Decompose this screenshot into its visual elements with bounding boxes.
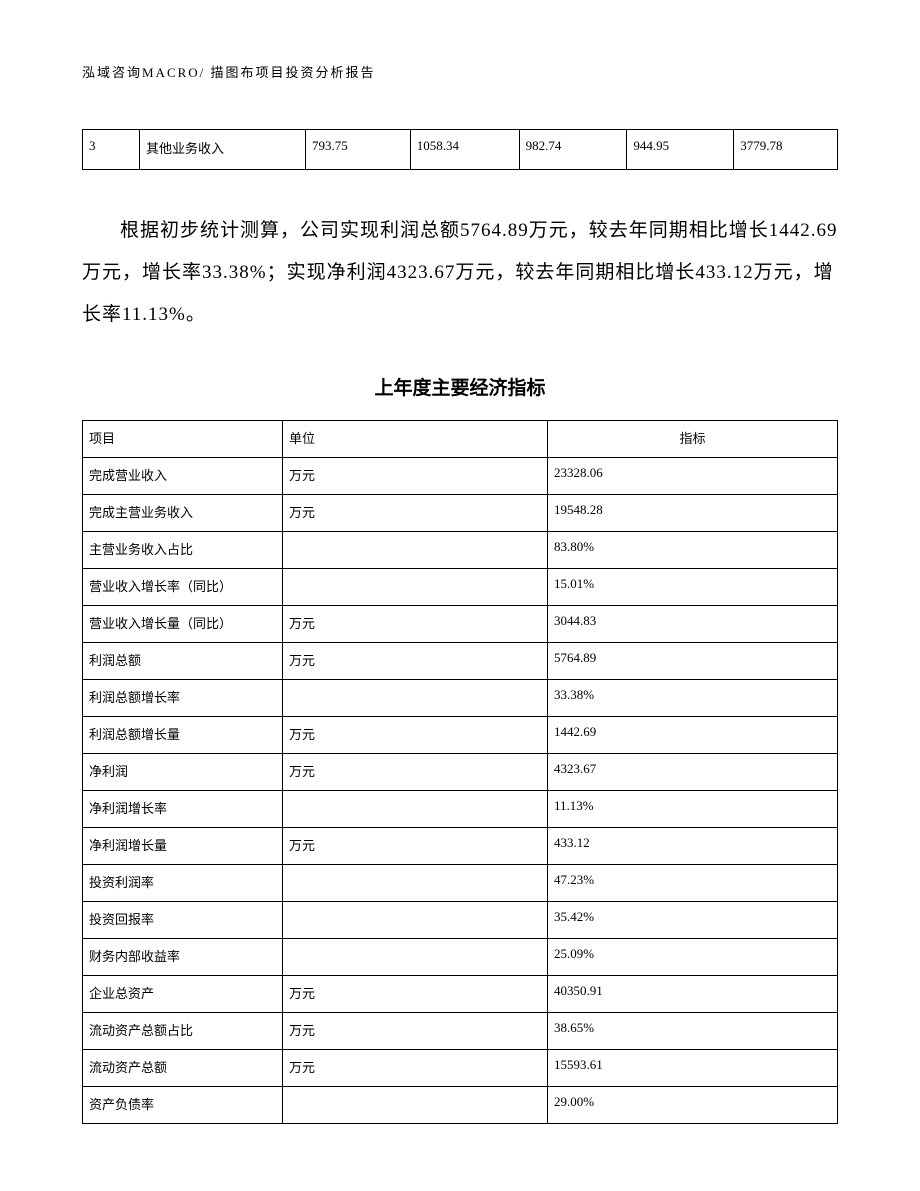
- table-row: 投资回报率 35.42%: [83, 902, 838, 939]
- table-row: 营业收入增长量（同比）万元3044.83: [83, 606, 838, 643]
- cell-indicator: 433.12: [548, 828, 838, 865]
- cell-indicator: 11.13%: [548, 791, 838, 828]
- cell-indicator: 1442.69: [548, 717, 838, 754]
- cell-indicator: 4323.67: [548, 754, 838, 791]
- cell-unit: [283, 532, 548, 569]
- cell-value: 793.75: [305, 130, 410, 170]
- cell-value: 982.74: [519, 130, 627, 170]
- cell-project: 投资利润率: [83, 865, 283, 902]
- cell-project: 完成营业收入: [83, 458, 283, 495]
- cell-unit: [283, 939, 548, 976]
- cell-value: 3779.78: [734, 130, 838, 170]
- header-project: 项目: [83, 421, 283, 458]
- cell-unit: 万元: [283, 976, 548, 1013]
- cell-indicator: 35.42%: [548, 902, 838, 939]
- cell-project: 流动资产总额占比: [83, 1013, 283, 1050]
- cell-unit: [283, 902, 548, 939]
- cell-project: 流动资产总额: [83, 1050, 283, 1087]
- cell-indicator: 40350.91: [548, 976, 838, 1013]
- cell-unit: [283, 865, 548, 902]
- cell-unit: 万元: [283, 754, 548, 791]
- header-indicator: 指标: [548, 421, 838, 458]
- table-row: 财务内部收益率 25.09%: [83, 939, 838, 976]
- cell-project: 利润总额增长量: [83, 717, 283, 754]
- cell-indicator: 23328.06: [548, 458, 838, 495]
- table-row: 利润总额万元5764.89: [83, 643, 838, 680]
- table-row: 利润总额增长率 33.38%: [83, 680, 838, 717]
- cell-unit: [283, 680, 548, 717]
- cell-project: 利润总额: [83, 643, 283, 680]
- top-summary-table: 3 其他业务收入 793.75 1058.34 982.74 944.95 37…: [82, 129, 838, 170]
- cell-unit: [283, 1087, 548, 1124]
- cell-indicator: 47.23%: [548, 865, 838, 902]
- cell-project: 主营业务收入占比: [83, 532, 283, 569]
- cell-indicator: 29.00%: [548, 1087, 838, 1124]
- cell-indicator: 19548.28: [548, 495, 838, 532]
- cell-indicator: 15.01%: [548, 569, 838, 606]
- cell-unit: [283, 791, 548, 828]
- cell-unit: 万元: [283, 458, 548, 495]
- cell-unit: 万元: [283, 717, 548, 754]
- table-row: 资产负债率 29.00%: [83, 1087, 838, 1124]
- cell-indicator: 25.09%: [548, 939, 838, 976]
- table-row: 净利润增长率 11.13%: [83, 791, 838, 828]
- cell-project: 净利润增长量: [83, 828, 283, 865]
- cell-unit: [283, 569, 548, 606]
- cell-unit: 万元: [283, 828, 548, 865]
- table-row: 营业收入增长率（同比） 15.01%: [83, 569, 838, 606]
- cell-unit: 万元: [283, 606, 548, 643]
- cell-indicator: 83.80%: [548, 532, 838, 569]
- cell-indicator: 15593.61: [548, 1050, 838, 1087]
- table-row: 主营业务收入占比 83.80%: [83, 532, 838, 569]
- table-header-row: 项目 单位 指标: [83, 421, 838, 458]
- cell-indicator: 33.38%: [548, 680, 838, 717]
- cell-project: 利润总额增长率: [83, 680, 283, 717]
- table-row: 利润总额增长量万元1442.69: [83, 717, 838, 754]
- header-unit: 单位: [283, 421, 548, 458]
- table-row: 投资利润率 47.23%: [83, 865, 838, 902]
- cell-index: 3: [83, 130, 140, 170]
- page-header: 泓域咨询MACRO/ 描图布项目投资分析报告: [82, 62, 838, 81]
- cell-project: 完成主营业务收入: [83, 495, 283, 532]
- cell-unit: 万元: [283, 495, 548, 532]
- cell-unit: 万元: [283, 1013, 548, 1050]
- cell-value: 944.95: [627, 130, 734, 170]
- table-row: 企业总资产万元40350.91: [83, 976, 838, 1013]
- cell-project: 营业收入增长率（同比）: [83, 569, 283, 606]
- section-title: 上年度主要经济指标: [82, 373, 838, 400]
- cell-project: 营业收入增长量（同比）: [83, 606, 283, 643]
- cell-project: 企业总资产: [83, 976, 283, 1013]
- cell-project: 投资回报率: [83, 902, 283, 939]
- table-row: 3 其他业务收入 793.75 1058.34 982.74 944.95 37…: [83, 130, 838, 170]
- table-row: 完成主营业务收入万元19548.28: [83, 495, 838, 532]
- cell-name: 其他业务收入: [140, 130, 306, 170]
- table-row: 完成营业收入万元23328.06: [83, 458, 838, 495]
- cell-project: 净利润: [83, 754, 283, 791]
- cell-indicator: 5764.89: [548, 643, 838, 680]
- economic-indicators-table: 项目 单位 指标 完成营业收入万元23328.06完成主营业务收入万元19548…: [82, 420, 838, 1124]
- table-row: 流动资产总额万元15593.61: [83, 1050, 838, 1087]
- cell-indicator: 3044.83: [548, 606, 838, 643]
- cell-project: 净利润增长率: [83, 791, 283, 828]
- cell-unit: 万元: [283, 1050, 548, 1087]
- table-row: 净利润增长量万元433.12: [83, 828, 838, 865]
- analysis-paragraph: 根据初步统计测算，公司实现利润总额5764.89万元，较去年同期相比增长1442…: [82, 210, 838, 335]
- cell-project: 资产负债率: [83, 1087, 283, 1124]
- cell-indicator: 38.65%: [548, 1013, 838, 1050]
- cell-project: 财务内部收益率: [83, 939, 283, 976]
- table-row: 净利润万元4323.67: [83, 754, 838, 791]
- table-row: 流动资产总额占比万元38.65%: [83, 1013, 838, 1050]
- cell-unit: 万元: [283, 643, 548, 680]
- cell-value: 1058.34: [410, 130, 519, 170]
